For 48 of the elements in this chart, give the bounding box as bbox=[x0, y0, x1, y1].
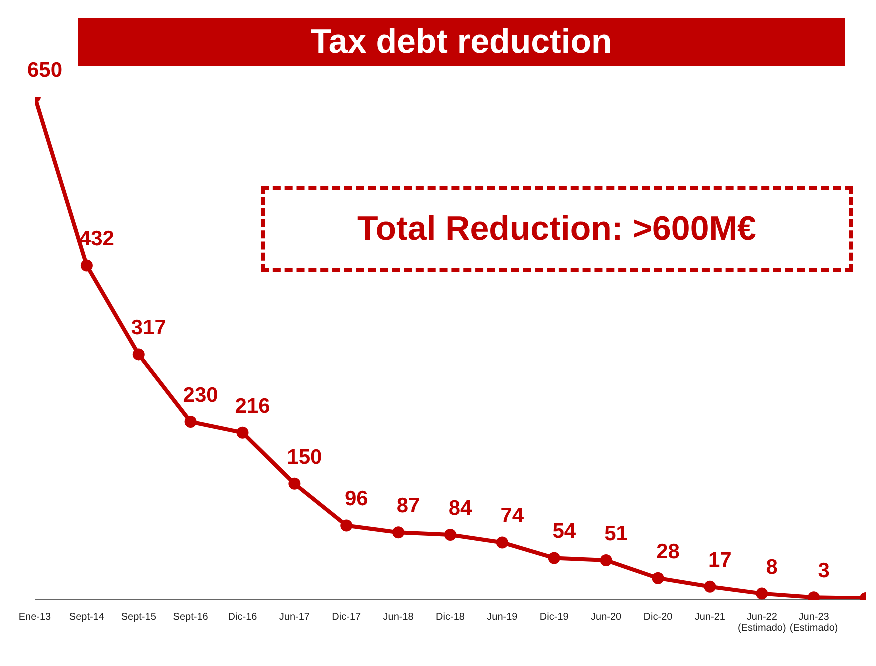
data-label: 216 bbox=[235, 394, 270, 418]
point bbox=[600, 554, 612, 567]
x-tick-label: Sept-16 bbox=[173, 612, 209, 623]
point bbox=[496, 536, 508, 549]
data-label: 87 bbox=[396, 494, 420, 518]
data-label: 3 bbox=[818, 560, 830, 583]
x-tick-label: Jun-23 (Estimado) bbox=[790, 612, 838, 634]
x-tick-label: Jun-20 bbox=[591, 612, 622, 623]
point bbox=[132, 348, 145, 361]
x-tick-label: Sept-14 bbox=[69, 612, 105, 623]
x-tick-label: Jun-18 bbox=[383, 612, 414, 623]
x-tick-label: Jun-17 bbox=[279, 612, 310, 623]
point bbox=[652, 572, 664, 584]
data-label: 8 bbox=[766, 556, 778, 579]
x-tick-label: Jun-19 bbox=[487, 612, 518, 623]
data-label: 54 bbox=[552, 520, 576, 544]
chart-title: Tax debt reduction bbox=[78, 18, 845, 66]
x-tick-label: Dic-19 bbox=[540, 612, 570, 623]
data-label: 74 bbox=[500, 504, 524, 528]
data-label: 150 bbox=[287, 446, 322, 469]
point bbox=[340, 520, 353, 532]
data-label: 96 bbox=[344, 488, 368, 511]
x-tick-label: Jun-21 bbox=[694, 612, 726, 623]
point bbox=[548, 552, 560, 564]
point bbox=[756, 588, 768, 600]
point bbox=[80, 260, 93, 272]
data-label: 51 bbox=[604, 522, 628, 546]
x-tick-label: Jun-22 (Estimado) bbox=[738, 612, 786, 634]
point bbox=[184, 416, 197, 428]
x-tick-label: Dic-16 bbox=[228, 612, 258, 623]
point bbox=[236, 426, 249, 439]
point bbox=[444, 528, 456, 541]
data-label: 84 bbox=[448, 496, 472, 520]
x-tick-label: Dic-18 bbox=[436, 612, 466, 623]
point bbox=[704, 580, 716, 593]
point bbox=[288, 478, 301, 490]
data-label: 650 bbox=[27, 59, 63, 82]
data-label: 230 bbox=[183, 384, 218, 408]
x-tick-label: Sept-15 bbox=[121, 612, 157, 623]
data-label: 317 bbox=[131, 316, 166, 340]
x-tick-label: Dic-20 bbox=[644, 612, 674, 623]
data-label: 432 bbox=[79, 228, 114, 251]
data-label: 28 bbox=[656, 540, 680, 564]
point bbox=[392, 526, 405, 539]
x-tick-label: Dic-17 bbox=[332, 612, 362, 623]
x-tick-label: Ene-13 bbox=[18, 612, 52, 623]
data-label: 17 bbox=[708, 548, 732, 572]
dashed-frame: Total Reduction: >600M€ bbox=[261, 186, 853, 272]
